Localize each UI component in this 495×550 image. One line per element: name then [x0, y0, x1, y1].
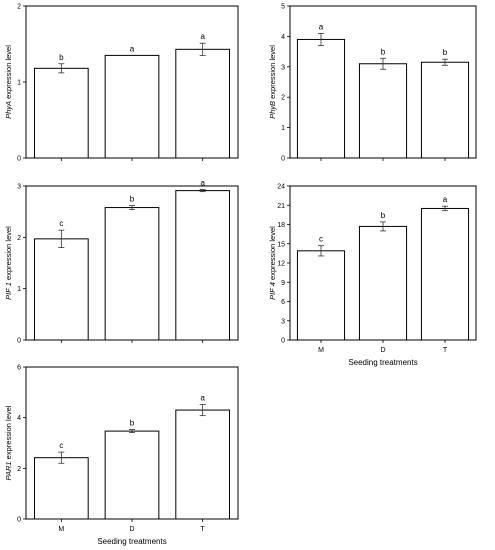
bar-D — [104, 207, 160, 341]
x-tick-label: M — [318, 347, 324, 354]
y-tick-label: 24 — [277, 184, 285, 191]
bar-T — [420, 61, 470, 159]
y-tick-label: 1 — [281, 125, 285, 132]
y-tick-label: 1 — [17, 286, 21, 293]
significance-letter: b — [59, 53, 64, 62]
plot-frame — [25, 185, 239, 341]
significance-letter: c — [319, 235, 323, 244]
y-tick-label: 15 — [277, 241, 285, 248]
bar-M — [296, 38, 346, 159]
bar-D — [104, 54, 160, 159]
bar-M — [33, 67, 89, 159]
significance-letter: a — [130, 44, 135, 53]
significance-letter: c — [59, 441, 63, 450]
y-tick-label: 9 — [281, 280, 285, 287]
significance-letter: a — [200, 393, 205, 402]
y-tick-label: 0 — [17, 156, 21, 163]
y-tick-label: 2 — [17, 4, 21, 11]
significance-letter: b — [443, 48, 448, 57]
y-tick-label: 6 — [17, 365, 21, 372]
significance-letter: a — [200, 32, 205, 41]
bar-M — [33, 457, 89, 520]
significance-letter: a — [319, 22, 324, 31]
significance-letter: b — [381, 47, 386, 56]
y-tick-label: 2 — [281, 95, 285, 102]
significance-letter: a — [200, 179, 205, 188]
plot-frame — [289, 5, 477, 159]
significance-letter: b — [130, 195, 135, 204]
x-tick-label: M — [58, 526, 64, 533]
y-tick-label: 0 — [281, 156, 285, 163]
x-tick-label: T — [201, 526, 206, 533]
bar-T — [175, 409, 231, 520]
bar-T — [420, 207, 470, 341]
x-tick-label: T — [443, 347, 448, 354]
y-tick-label: 2 — [17, 235, 21, 242]
y-axis-label: PAR1 expression level — [4, 405, 13, 480]
y-tick-label: 0 — [281, 338, 285, 345]
bar-T — [175, 190, 231, 341]
chart-panel-5: c Mb Da T 0 2 4 6 PAR1 expression level Seeding t… — [4, 365, 239, 546]
chart-panel-2: a b b 0 1 2 3 4 5 PhyB expression level — [268, 4, 477, 163]
y-tick-label: 1 — [17, 80, 21, 87]
bar-T — [175, 48, 231, 159]
bar-M — [296, 250, 346, 341]
y-axis-label: PIF 1 expression level — [4, 226, 13, 300]
significance-letter: a — [443, 195, 448, 204]
y-tick-label: 6 — [281, 299, 285, 306]
significance-letter: b — [381, 211, 386, 220]
y-tick-label: 0 — [17, 338, 21, 345]
bar-D — [358, 63, 408, 159]
y-tick-label: 4 — [281, 34, 285, 41]
bar-D — [104, 430, 160, 520]
y-tick-label: 3 — [281, 64, 285, 71]
x-tick-label: D — [129, 526, 134, 533]
x-tick-label: D — [380, 347, 385, 354]
plot-frame — [25, 366, 239, 520]
chart-panel-4: c Mb Da T 0 3 6 9 12 15 18 21 24 PIF 4 expression lev… — [268, 184, 477, 367]
significance-letter: c — [59, 219, 63, 228]
y-tick-label: 2 — [17, 466, 21, 473]
y-tick-label: 21 — [277, 203, 285, 210]
y-tick-label: 3 — [281, 318, 285, 325]
y-axis-label: PhyA expression level — [4, 45, 13, 119]
y-tick-label: 0 — [17, 517, 21, 524]
bar-D — [358, 225, 408, 341]
bar-M — [33, 238, 89, 341]
y-axis-label: PhyB expression level — [268, 45, 277, 119]
y-axis-label: PIF 4 expression level — [268, 226, 277, 300]
y-tick-label: 4 — [17, 415, 21, 422]
x-axis-label: Seeding treatments — [348, 358, 417, 367]
significance-letter: b — [130, 419, 135, 428]
y-tick-label: 12 — [277, 261, 285, 268]
y-tick-label: 18 — [277, 222, 285, 229]
chart-panel-1: b a a 0 1 2 PhyA expression level — [4, 4, 239, 163]
y-tick-label: 3 — [17, 184, 21, 191]
chart-panel-3: c b a 0 1 2 3 PIF 1 expression level — [4, 179, 239, 345]
x-axis-label: Seeding treatments — [97, 537, 166, 546]
y-tick-label: 5 — [281, 4, 285, 11]
